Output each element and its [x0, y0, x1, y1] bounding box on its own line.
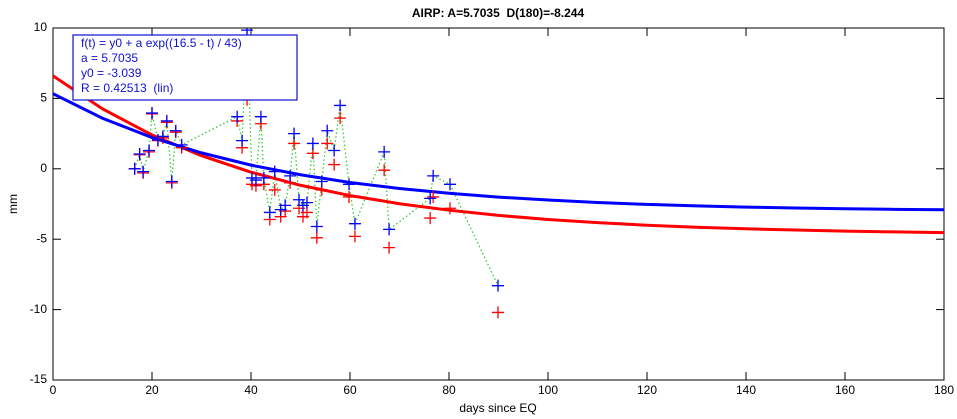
annotation-text: f(t) = y0 + a exp((16.5 - t) / 43) [81, 36, 242, 50]
x-tick-label: 160 [835, 383, 855, 397]
plus-marker [137, 165, 150, 178]
plus-marker [143, 144, 156, 157]
y-tick-label: -5 [36, 231, 47, 245]
plus-marker [334, 112, 347, 125]
x-tick-label: 100 [538, 383, 558, 397]
plus-marker [279, 199, 292, 212]
x-tick-label: 80 [442, 383, 456, 397]
x-axis-label: days since EQ [459, 401, 536, 415]
annotation-text: R = 0.42513 (lin) [81, 81, 173, 95]
plus-marker [165, 175, 178, 188]
y-tick-label: -10 [30, 302, 48, 316]
plus-marker [378, 164, 391, 177]
annotation-box [72, 34, 298, 101]
plus-marker [263, 206, 276, 219]
plus-marker [321, 124, 334, 137]
plus-marker [315, 175, 328, 188]
plus-marker [343, 190, 356, 203]
plus-marker [383, 241, 396, 254]
plus-marker [328, 158, 341, 171]
plus-marker [231, 110, 244, 123]
plus-marker [310, 231, 323, 244]
plus-marker [443, 178, 456, 191]
plus-marker [169, 124, 182, 137]
plus-marker [443, 202, 456, 215]
plus-marker [310, 220, 323, 233]
x-tick-label: 60 [343, 383, 357, 397]
y-tick-label: -15 [30, 372, 48, 386]
plus-marker [257, 171, 270, 184]
fit-curve [53, 74, 944, 235]
y-tick-label: 10 [34, 20, 48, 34]
plus-marker [160, 114, 173, 127]
plus-marker [427, 169, 440, 182]
plus-marker [424, 212, 437, 225]
plus-marker [306, 137, 319, 150]
plot-area [53, 28, 944, 319]
plus-marker [156, 130, 169, 143]
plot-frame [52, 27, 945, 381]
x-tick-label: 140 [736, 383, 756, 397]
plus-marker [383, 223, 396, 236]
plus-marker [236, 134, 249, 147]
x-tick-label: 20 [145, 383, 159, 397]
plus-marker [427, 190, 440, 203]
y-tick-label: 5 [40, 91, 47, 105]
plus-marker [241, 28, 254, 37]
plus-marker [300, 196, 313, 209]
annotation-text: y0 = -3.039 [81, 66, 142, 80]
y-tick-label: 0 [40, 161, 47, 175]
plus-marker [175, 138, 188, 151]
plus-marker [284, 169, 297, 182]
plus-marker [492, 279, 505, 292]
plus-marker [343, 178, 356, 191]
x-tick-label: 180 [934, 383, 954, 397]
plus-marker [268, 183, 281, 196]
y-axis-label: mm [6, 194, 20, 214]
x-tick-label: 40 [244, 383, 258, 397]
plus-marker [133, 148, 146, 161]
fit-curve [53, 92, 944, 212]
plus-marker [268, 165, 281, 178]
plus-marker [378, 145, 391, 158]
chart-title: AIRP: A=5.7035 D(180)=-8.244 [412, 6, 585, 20]
plus-marker [348, 217, 361, 230]
plus-marker [492, 306, 505, 319]
x-tick-label: 120 [637, 383, 657, 397]
plus-marker [424, 192, 437, 205]
annotation-text: a = 5.7035 [81, 51, 138, 65]
plus-marker [249, 174, 262, 187]
x-tick-label: 0 [50, 383, 57, 397]
plus-marker [254, 110, 267, 123]
plus-marker [321, 137, 334, 150]
plus-marker [328, 144, 341, 157]
plus-marker [128, 162, 141, 175]
plus-marker [146, 107, 158, 120]
plus-marker [334, 99, 347, 112]
plus-marker [348, 230, 361, 243]
plus-marker [288, 127, 301, 140]
